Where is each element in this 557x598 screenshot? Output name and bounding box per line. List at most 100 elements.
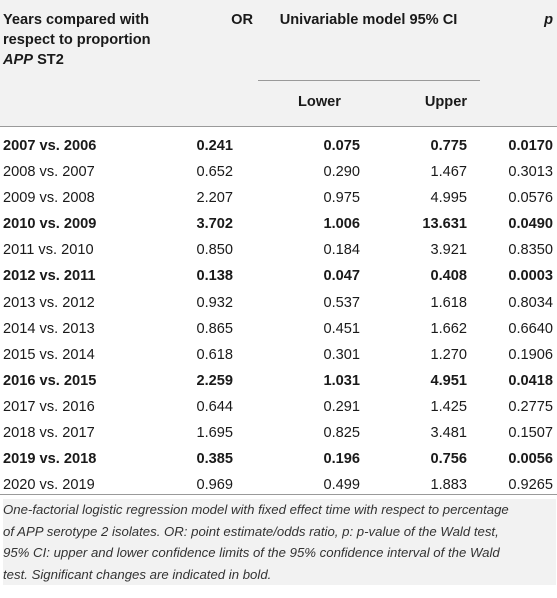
cell-or: 0.618 (196, 346, 233, 363)
cell-upper: 1.270 (430, 346, 467, 363)
cell-years: 2017 vs. 2016 (3, 398, 95, 415)
cell-years: 2014 vs. 2013 (3, 320, 95, 337)
cell-years: 2011 vs. 2010 (3, 242, 94, 259)
cell-p: 0.0056 (508, 451, 553, 468)
table-row: 2020 vs. 2019 0.969 0.499 1.883 0.9265 (0, 472, 557, 498)
cell-or: 0.385 (196, 451, 233, 468)
cell-upper: 4.995 (430, 190, 467, 207)
cell-lower: 0.075 (323, 138, 360, 154)
cell-years: 2016 vs. 2015 (3, 372, 97, 389)
cell-lower: 0.184 (323, 242, 360, 259)
cell-upper: 0.756 (430, 451, 467, 468)
cell-upper: 1.467 (430, 164, 467, 181)
footnote-line: of APP serotype 2 isolates. OR: point es… (3, 523, 499, 539)
header-years-app: APP (3, 52, 34, 68)
cell-upper: 13.631 (422, 216, 467, 233)
cell-p: 0.0003 (508, 268, 553, 285)
cell-or: 1.695 (196, 425, 233, 442)
cell-lower: 0.290 (323, 164, 360, 181)
cell-lower: 0.291 (323, 398, 360, 415)
cell-upper: 4.951 (430, 372, 467, 389)
cell-p: 0.3013 (508, 164, 553, 181)
cell-lower: 0.196 (323, 451, 360, 468)
cell-years: 2020 vs. 2019 (3, 477, 95, 494)
table-row: 2013 vs. 2012 0.932 0.537 1.618 0.8034 (0, 290, 557, 316)
cell-upper: 3.921 (430, 242, 467, 259)
cell-or: 3.702 (196, 216, 233, 233)
header-years-st2: ST2 (33, 52, 64, 68)
cell-years: 2018 vs. 2017 (3, 425, 95, 442)
table-row: 2019 vs. 2018 0.385 0.196 0.756 0.0056 (0, 446, 557, 472)
header-years-line1: Years compared with (3, 12, 149, 28)
cell-or: 0.644 (196, 398, 233, 415)
table-row: 2015 vs. 2014 0.618 0.301 1.270 0.1906 (0, 342, 557, 368)
cell-or: 0.652 (196, 164, 233, 181)
cell-upper: 1.662 (430, 320, 467, 337)
footnote-line: test. Significant changes are indicated … (3, 566, 272, 582)
table-row: 2009 vs. 2008 2.207 0.975 4.995 0.0576 (0, 185, 557, 211)
cell-p: 0.0170 (508, 138, 553, 154)
header-lower: Lower (298, 94, 341, 110)
cell-years: 2015 vs. 2014 (3, 346, 95, 363)
cell-or: 0.241 (196, 138, 233, 154)
table-row: 2017 vs. 2016 0.644 0.291 1.425 0.2775 (0, 394, 557, 420)
header-years: Years compared with respect to proportio… (3, 10, 203, 70)
cell-lower: 1.006 (323, 216, 360, 233)
ci-divider (258, 80, 480, 81)
cell-or: 0.932 (196, 294, 233, 311)
cell-p: 0.1507 (508, 425, 553, 442)
cell-lower: 1.031 (323, 372, 360, 389)
cell-upper: 1.883 (430, 477, 467, 494)
table-row: 2012 vs. 2011 0.138 0.047 0.408 0.0003 (0, 263, 557, 289)
cell-years: 2012 vs. 2011 (3, 268, 96, 285)
cell-or: 0.850 (196, 242, 233, 259)
cell-or: 2.259 (196, 372, 233, 389)
cell-years: 2010 vs. 2009 (3, 216, 97, 233)
footnote-line: One-factorial logistic regression model … (3, 502, 509, 517)
cell-p: 0.6640 (508, 320, 553, 337)
table-row: 2008 vs. 2007 0.652 0.290 1.467 0.3013 (0, 159, 557, 185)
table-row: 2014 vs. 2013 0.865 0.451 1.662 0.6640 (0, 316, 557, 342)
cell-lower: 0.451 (323, 320, 360, 337)
cell-upper: 3.481 (430, 425, 467, 442)
table-body: 2007 vs. 2006 0.241 0.075 0.775 0.0170 2008 v… (0, 133, 557, 498)
cell-lower: 0.301 (323, 346, 360, 363)
cell-p: 0.0418 (508, 372, 553, 389)
cell-p: 0.0490 (508, 216, 553, 233)
cell-p: 0.0576 (508, 190, 553, 207)
header-or: OR (231, 12, 253, 28)
cell-or: 0.865 (196, 320, 233, 337)
table-bottom-rule (0, 494, 557, 495)
header-p: p (544, 12, 553, 28)
table-row: 2016 vs. 2015 2.259 1.031 4.951 0.0418 (0, 368, 557, 394)
cell-upper: 0.408 (430, 268, 467, 285)
cell-or: 2.207 (196, 190, 233, 207)
cell-upper: 1.425 (430, 398, 467, 415)
table-row: 2010 vs. 2009 3.702 1.006 13.631 0.0490 (0, 211, 557, 237)
cell-or: 0.969 (196, 477, 233, 494)
cell-lower: 0.047 (323, 268, 360, 285)
cell-upper: 0.775 (430, 138, 467, 154)
cell-years: 2007 vs. 2006 (3, 138, 97, 154)
table-header: Years compared with respect to proportio… (0, 0, 557, 127)
cell-p: 0.9265 (508, 477, 553, 494)
header-years-line3: APP ST2 (3, 50, 203, 70)
header-ci: Univariable model 95% CI (279, 12, 458, 28)
cell-or: 0.138 (196, 268, 233, 285)
cell-lower: 0.499 (323, 477, 360, 494)
cell-years: 2013 vs. 2012 (3, 294, 95, 311)
cell-upper: 1.618 (430, 294, 467, 311)
table-row: 2011 vs. 2010 0.850 0.184 3.921 0.8350 (0, 237, 557, 263)
table-row: 2018 vs. 2017 1.695 0.825 3.481 0.1507 (0, 420, 557, 446)
table-row: 2007 vs. 2006 0.241 0.075 0.775 0.0170 (0, 133, 557, 159)
table-footnote: One-factorial logistic regression model … (0, 499, 557, 598)
cell-lower: 0.975 (323, 190, 360, 207)
cell-p: 0.1906 (508, 346, 553, 363)
cell-lower: 0.825 (323, 425, 360, 442)
cell-p: 0.8350 (508, 242, 553, 259)
footnote-line: 95% CI: upper and lower confidence limit… (3, 545, 500, 560)
cell-years: 2009 vs. 2008 (3, 190, 95, 207)
cell-years: 2019 vs. 2018 (3, 451, 97, 468)
results-table: Years compared with respect to proportio… (0, 0, 557, 498)
cell-lower: 0.537 (323, 294, 360, 311)
